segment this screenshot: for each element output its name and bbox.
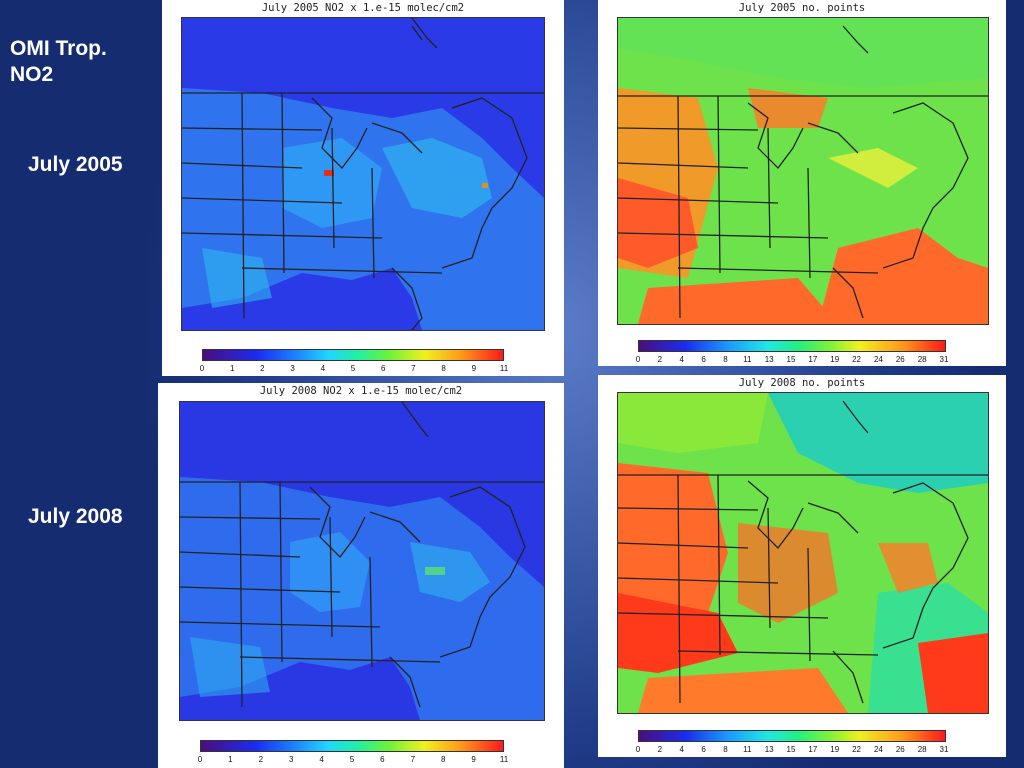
- map-image: [618, 18, 988, 324]
- colorbar-ticks: 0 2 4 6 8 11 13 15 17 19 22 24 26 28 31: [635, 355, 949, 367]
- colorbar-tick-label: 26: [895, 355, 905, 364]
- colorbar-tick-label: 2: [657, 355, 663, 364]
- colorbar-tick-label: 8: [441, 364, 446, 373]
- colorbar-no2-2005: [202, 349, 504, 361]
- colorbar-tick-label: 7: [410, 755, 416, 764]
- colorbar-tick-label: 0: [635, 355, 641, 364]
- colorbar-tick-label: 4: [679, 355, 684, 364]
- colorbar-tick-label: 24: [873, 745, 883, 754]
- panel-points-2005: July 2005 no. points 0 2 4 6 8 11 13 15 17 19 22 24…: [598, 0, 1006, 366]
- row-label-2005: July 2005: [28, 153, 123, 176]
- colorbar-tick-label: 7: [411, 364, 416, 373]
- colorbar-tick-label: 9: [471, 755, 476, 764]
- points-map-2005: [617, 17, 989, 325]
- colorbar-tick-label: 19: [830, 745, 840, 754]
- colorbar-tick-label: 17: [808, 745, 818, 754]
- colorbar-tick-label: 13: [764, 745, 774, 754]
- row-label-2008: July 2008: [28, 505, 123, 528]
- colorbar-tick-label: 11: [499, 364, 509, 373]
- slide-title: OMI Trop. NO2: [10, 37, 107, 86]
- no2-map-2005: [181, 17, 545, 331]
- panel-title: July 2005 NO2 x 1.e-15 molec/cm2: [261, 2, 465, 14]
- colorbar-tick-label: 3: [290, 364, 295, 373]
- colorbar-tick-label: 22: [852, 745, 862, 754]
- colorbar-tick-label: 1: [229, 364, 235, 373]
- colorbar-tick-label: 11: [499, 755, 509, 764]
- colorbar-tick-label: 15: [786, 745, 796, 754]
- colorbar-tick-label: 2: [260, 364, 265, 373]
- panel-title: July 2008 no. points: [738, 377, 866, 389]
- map-image: [182, 18, 544, 330]
- colorbar-tick-label: 2: [258, 755, 264, 764]
- colorbar-points-2008: [638, 730, 946, 742]
- colorbar-tick-label: 4: [679, 745, 684, 754]
- colorbar-tick-label: 15: [786, 355, 796, 364]
- colorbar-ticks: 0 1 2 3 4 5 6 7 8 9 11: [197, 755, 508, 767]
- colorbar-tick-label: 6: [380, 364, 386, 373]
- map-image: [618, 393, 988, 713]
- map-image: [180, 402, 544, 720]
- colorbar-tick-label: 0: [635, 745, 641, 754]
- colorbar-tick-label: 0: [199, 364, 205, 373]
- colorbar-tick-label: 4: [320, 364, 326, 373]
- colorbar-tick-label: 28: [917, 355, 927, 364]
- colorbar-tick-label: 13: [764, 355, 774, 364]
- colorbar-tick-label: 31: [939, 745, 949, 754]
- colorbar-tick-label: 5: [349, 755, 355, 764]
- colorbar-tick-label: 6: [701, 745, 706, 754]
- colorbar-tick-label: 3: [288, 755, 294, 764]
- colorbar-tick-label: 11: [743, 355, 752, 364]
- colorbar-tick-label: 24: [873, 355, 883, 364]
- colorbar-points-2005: [638, 340, 946, 352]
- panel-title: July 2005 no. points: [738, 2, 866, 14]
- colorbar-tick-label: 5: [350, 364, 356, 373]
- colorbar-tick-label: 8: [723, 355, 728, 364]
- colorbar-tick-label: 1: [228, 755, 233, 764]
- colorbar-ticks: 0 2 4 6 8 11 13 15 17 19 22 24 26 28 31: [635, 745, 949, 757]
- colorbar-tick-label: 8: [440, 755, 446, 764]
- colorbar-tick-label: 6: [380, 755, 385, 764]
- points-map-2008: [617, 392, 989, 714]
- colorbar-tick-label: 28: [917, 745, 927, 754]
- panel-points-2008: July 2008 no. points 0 2 4 6 8 11 13 15: [598, 375, 1006, 757]
- colorbar-tick-label: 26: [895, 745, 905, 754]
- colorbar-tick-label: 6: [701, 355, 706, 364]
- panel-no2-2005: July 2005 NO2 x 1.e-15 molec/cm2 0 1 2 3 4 5 6…: [162, 0, 564, 376]
- panel-no2-2008: July 2008 NO2 x 1.e-15 molec/cm2 0 1 2 3 4 5 6…: [158, 383, 564, 768]
- colorbar-no2-2008: [200, 740, 504, 752]
- colorbar-tick-label: 0: [197, 755, 203, 764]
- no2-map-2008: [179, 401, 545, 721]
- colorbar-tick-label: 4: [319, 755, 324, 764]
- colorbar-tick-label: 8: [723, 745, 728, 754]
- colorbar-ticks: 0 1 2 3 4 5 6 7 8 9 11: [199, 364, 508, 376]
- colorbar-tick-label: 17: [808, 355, 818, 364]
- colorbar-tick-label: 9: [471, 364, 477, 373]
- panel-title: July 2008 NO2 x 1.e-15 molec/cm2: [259, 385, 463, 397]
- colorbar-tick-label: 19: [830, 355, 840, 364]
- colorbar-tick-label: 2: [657, 745, 663, 754]
- colorbar-tick-label: 22: [852, 355, 862, 364]
- colorbar-tick-label: 31: [939, 355, 949, 364]
- colorbar-tick-label: 11: [743, 745, 752, 754]
